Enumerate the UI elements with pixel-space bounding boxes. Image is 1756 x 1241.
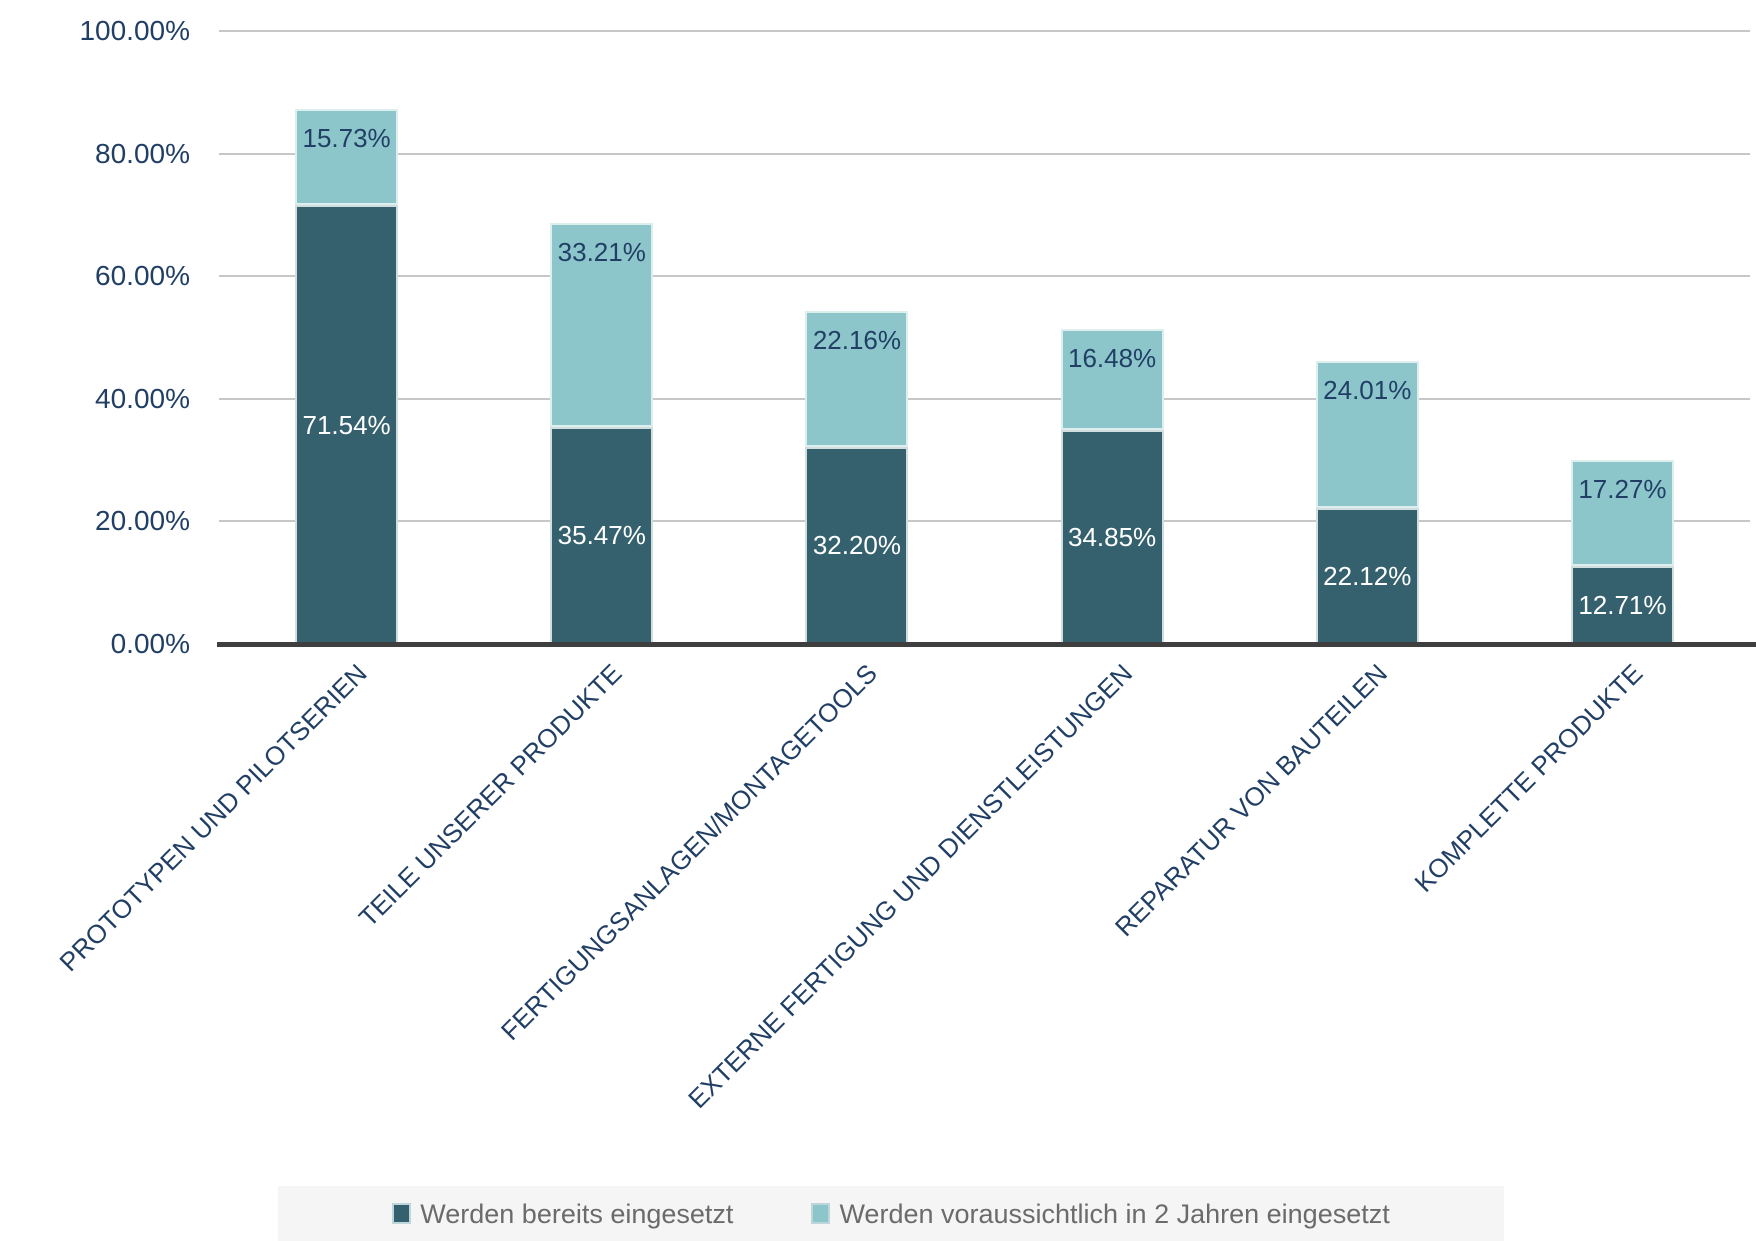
bar-value-label: 35.47%: [557, 520, 646, 551]
y-tick-label: 40.00%: [95, 382, 190, 414]
bar-segment-series0-cat4: 22.12%: [1315, 508, 1419, 644]
bar-value-label: 24.01%: [1323, 375, 1412, 406]
bar-value-label: 15.73%: [302, 123, 391, 154]
bar-value-label: 71.54%: [302, 409, 391, 440]
y-tick-label: 80.00%: [95, 137, 190, 169]
bar-segment-series1-cat4: 24.01%: [1315, 361, 1419, 509]
legend: Werden bereits eingesetzt Werden voraussi…: [278, 1186, 1504, 1241]
legend-item: Werden voraussichtlich in 2 Jahren einge…: [811, 1198, 1390, 1230]
bar-segment-series1-cat2: 22.16%: [805, 310, 909, 447]
y-grid-line: [219, 275, 1750, 278]
y-grid-line: [219, 30, 1750, 32]
bar-value-label: 16.48%: [1067, 343, 1157, 374]
bar-value-label: 32.20%: [812, 530, 901, 561]
bar-value-label: 22.12%: [1323, 561, 1412, 592]
bar-segment-series1-cat1: 33.21%: [550, 222, 654, 427]
y-grid-line: [219, 152, 1750, 155]
y-tick-label: 100.00%: [79, 15, 190, 46]
bar-value-label: 12.71%: [1578, 590, 1667, 621]
bar-value-label: 22.16%: [812, 324, 901, 355]
y-tick-label: 0.00%: [110, 628, 190, 659]
bar-segment-series0-cat1: 35.47%: [550, 426, 654, 644]
y-tick-label: 20.00%: [95, 505, 190, 537]
legend-swatch-icon: [811, 1203, 831, 1224]
bar-segment-series1-cat3: 16.48%: [1060, 329, 1164, 431]
bar-value-label: 17.27%: [1578, 474, 1667, 505]
legend-item: Werden bereits eingesetzt: [392, 1198, 733, 1230]
legend-label: Werden bereits eingesetzt: [420, 1198, 734, 1229]
bar-segment-series1-cat0: 15.73%: [295, 109, 399, 206]
bar-segment-series0-cat2: 32.20%: [805, 446, 909, 644]
y-grid-line: [219, 397, 1750, 400]
y-tick-label: 60.00%: [95, 260, 190, 292]
y-grid-line: [219, 520, 1750, 523]
x-axis-line: [217, 642, 1756, 647]
x-category-label: REPARATUR VON BAUTEILEN: [1109, 658, 1394, 943]
bar-segment-series0-cat0: 71.54%: [295, 205, 399, 644]
bar-value-label: 33.21%: [557, 236, 646, 267]
legend-swatch-icon: [392, 1203, 412, 1224]
x-category-label: KOMPLETTE PRODUKTE: [1408, 658, 1649, 898]
bar-value-label: 34.85%: [1067, 522, 1157, 553]
x-category-label: EXTERNE FERTIGUNG UND DIENSTLEISTUNGEN: [682, 658, 1139, 1115]
x-category-label: TEILE UNSERER PRODUKTE: [353, 658, 628, 933]
bar-segment-series0-cat3: 34.85%: [1060, 430, 1164, 644]
bar-segment-series1-cat5: 17.27%: [1570, 460, 1674, 567]
legend-label: Werden voraussichtlich in 2 Jahren einge…: [839, 1198, 1390, 1229]
bar-segment-series0-cat5: 12.71%: [1570, 566, 1674, 644]
x-category-label: PROTOTYPEN UND PILOTSERIEN: [53, 658, 373, 978]
